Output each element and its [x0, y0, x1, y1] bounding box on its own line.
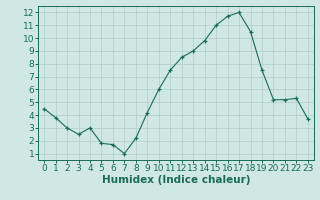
- X-axis label: Humidex (Indice chaleur): Humidex (Indice chaleur): [102, 175, 250, 185]
